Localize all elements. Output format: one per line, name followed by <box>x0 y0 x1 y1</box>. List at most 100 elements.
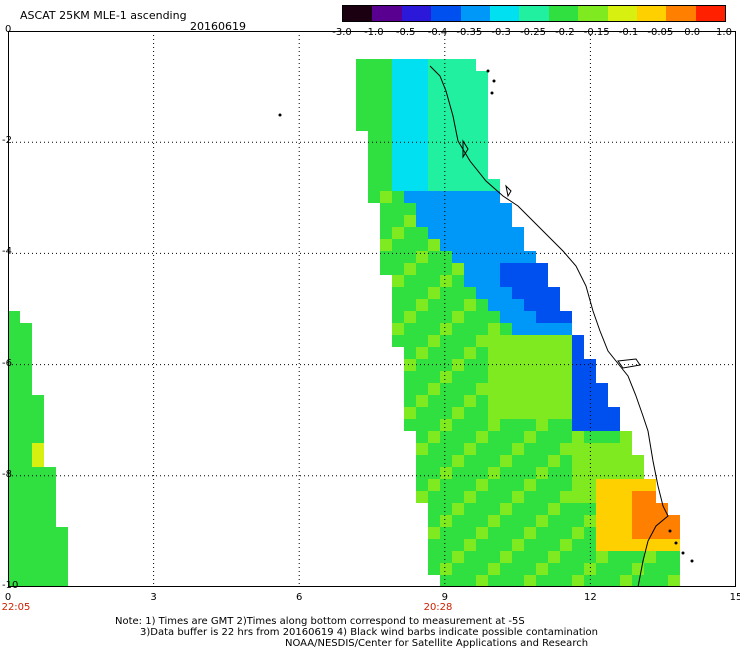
wind-cell <box>32 419 44 431</box>
wind-cell <box>512 467 524 479</box>
wind-cell <box>20 431 32 443</box>
y-tick-label: -2 <box>2 135 12 147</box>
wind-cell <box>488 251 500 263</box>
wind-cell <box>548 347 560 359</box>
wind-cell <box>428 371 440 383</box>
wind-cell <box>560 431 572 443</box>
wind-cell <box>476 203 488 215</box>
wind-cell <box>560 455 572 467</box>
wind-cell <box>524 335 536 347</box>
wind-cell <box>416 335 428 347</box>
wind-cell <box>20 383 32 395</box>
wind-cell <box>440 551 452 563</box>
wind-cell <box>548 335 560 347</box>
wind-cell <box>440 59 452 71</box>
wind-cell <box>404 83 416 95</box>
wind-cell <box>536 419 548 431</box>
wind-cell <box>512 539 524 551</box>
wind-cell <box>536 383 548 395</box>
wind-cell <box>488 527 500 539</box>
wind-cell <box>20 503 32 515</box>
wind-cell <box>536 503 548 515</box>
wind-cell <box>356 107 368 119</box>
wind-cell <box>452 215 464 227</box>
wind-cell <box>584 563 596 575</box>
wind-cell <box>548 443 560 455</box>
wind-cell <box>476 275 488 287</box>
wind-cell <box>536 299 548 311</box>
wind-cell <box>428 215 440 227</box>
wind-cell <box>560 311 572 323</box>
wind-cell <box>380 263 392 275</box>
wind-cell <box>476 155 488 167</box>
wind-cell <box>380 143 392 155</box>
wind-cell <box>392 59 404 71</box>
wind-cell <box>584 539 596 551</box>
wind-cell <box>392 83 404 95</box>
wind-cell <box>524 299 536 311</box>
wind-cell <box>524 383 536 395</box>
wind-cell <box>548 563 560 575</box>
wind-cell <box>416 239 428 251</box>
wind-cell <box>476 131 488 143</box>
wind-cell <box>500 575 512 587</box>
wind-cell <box>620 431 632 443</box>
wind-cell <box>524 407 536 419</box>
color-swatch <box>548 6 579 21</box>
wind-cell <box>44 515 56 527</box>
wind-cell <box>356 71 368 83</box>
wind-cell <box>404 371 416 383</box>
wind-cell <box>440 503 452 515</box>
wind-cell <box>560 359 572 371</box>
wind-cell <box>596 395 608 407</box>
wind-cell <box>608 527 620 539</box>
wind-cell <box>512 371 524 383</box>
wind-cell <box>488 311 500 323</box>
wind-cell <box>452 275 464 287</box>
wind-cell <box>416 455 428 467</box>
wind-cell <box>428 71 440 83</box>
wind-cell <box>524 419 536 431</box>
wind-cell <box>608 551 620 563</box>
wind-cell <box>20 455 32 467</box>
wind-cell <box>584 383 596 395</box>
wind-cell <box>452 239 464 251</box>
wind-cell <box>500 467 512 479</box>
wind-cell <box>656 539 668 551</box>
wind-cell <box>644 527 656 539</box>
wind-cell <box>20 395 32 407</box>
wind-cell <box>428 515 440 527</box>
wind-cell <box>380 119 392 131</box>
wind-cell <box>428 83 440 95</box>
wind-cell <box>488 407 500 419</box>
wind-cell <box>392 191 404 203</box>
color-scale-label: -0.25 <box>520 27 546 38</box>
wind-cell <box>536 467 548 479</box>
wind-cell <box>548 539 560 551</box>
color-swatch <box>666 6 696 21</box>
wind-cell <box>476 299 488 311</box>
wind-cell <box>56 563 68 575</box>
wind-cell <box>524 287 536 299</box>
wind-cell <box>440 407 452 419</box>
wind-cell <box>512 383 524 395</box>
color-swatch <box>460 6 490 21</box>
wind-cell <box>440 287 452 299</box>
wind-cell <box>512 251 524 263</box>
wind-cell <box>440 227 452 239</box>
wind-cell <box>524 443 536 455</box>
wind-cell <box>632 551 644 563</box>
wind-cell <box>8 491 20 503</box>
wind-cell <box>608 479 620 491</box>
wind-cell <box>404 71 416 83</box>
wind-cell <box>464 575 476 587</box>
wind-cell <box>392 167 404 179</box>
wind-cell <box>380 167 392 179</box>
wind-cell <box>548 287 560 299</box>
wind-cell <box>416 215 428 227</box>
wind-cell <box>368 167 380 179</box>
wind-cell <box>524 431 536 443</box>
wind-cell <box>56 551 68 563</box>
wind-cell <box>536 311 548 323</box>
wind-cell <box>392 227 404 239</box>
